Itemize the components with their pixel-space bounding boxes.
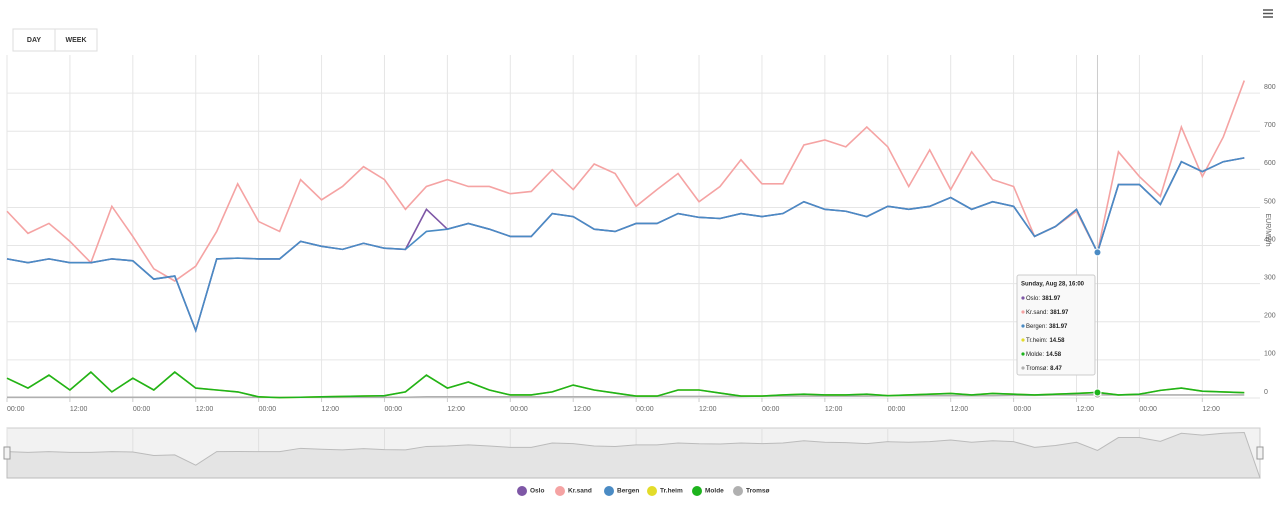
tooltip-row: Kr.sand: 381.97 <box>1026 310 1069 316</box>
legend-label[interactable]: Tromsø <box>746 488 770 495</box>
x-tick-label: 00:00 <box>384 406 402 413</box>
tooltip-title: Sunday, Aug 28, 16:00 <box>1021 282 1085 288</box>
x-tick-label: 00:00 <box>636 406 654 413</box>
tooltip-value: 14.58 <box>1046 352 1062 358</box>
legend-marker[interactable] <box>604 486 614 496</box>
tooltip-label: Oslo: <box>1026 296 1040 302</box>
range-button-label[interactable]: WEEK <box>66 37 87 44</box>
tooltip-value: 381.97 <box>1050 310 1069 316</box>
y-tick-label: 100 <box>1264 351 1276 358</box>
y-axis-title: EUR/MWh <box>1264 213 1271 246</box>
y-tick-label: 0 <box>1264 389 1268 396</box>
series-line <box>6 80 1246 282</box>
tooltip-value: 14.58 <box>1049 338 1065 344</box>
legend-label[interactable]: Tr.heim <box>660 488 683 495</box>
tooltip-row: Tr.heim: 14.58 <box>1026 338 1065 344</box>
x-tick-label: 00:00 <box>888 406 906 413</box>
navigator-handle <box>3 446 11 460</box>
x-tick-label: 00:00 <box>510 406 528 413</box>
navigator-series <box>6 431 1261 479</box>
tooltip-value: 381.97 <box>1049 324 1068 330</box>
x-tick-label: 00:00 <box>1014 406 1032 413</box>
x-tick-label: 12:00 <box>573 406 591 413</box>
tooltip-dot <box>1021 296 1025 300</box>
legend-label[interactable]: Kr.sand <box>568 488 592 495</box>
series-line <box>6 371 1245 399</box>
hover-marker <box>1093 388 1102 397</box>
x-tick-label: 00:00 <box>259 406 277 413</box>
x-tick-label: 12:00 <box>196 406 214 413</box>
tooltip-box <box>1016 274 1096 376</box>
y-tick-label: 400 <box>1264 236 1276 243</box>
x-tick-label: 00:00 <box>1139 406 1157 413</box>
x-tick-label: 12:00 <box>322 406 340 413</box>
tooltip-dot <box>1021 310 1025 314</box>
range-button[interactable] <box>54 28 98 52</box>
x-tick-label: 00:00 <box>762 406 780 413</box>
tooltip-row: Molde: 14.58 <box>1026 352 1062 358</box>
x-tick-label: 12:00 <box>699 406 717 413</box>
tooltip-label: Bergen: <box>1026 324 1047 330</box>
tooltip-dot <box>1021 338 1025 342</box>
legend-marker[interactable] <box>517 486 527 496</box>
x-tick-label: 12:00 <box>951 406 969 413</box>
x-tick-label: 12:00 <box>447 406 465 413</box>
x-tick-label: 12:00 <box>1202 406 1220 413</box>
tooltip-label: Molde: <box>1026 352 1044 358</box>
x-tick-label: 12:00 <box>70 406 88 413</box>
tooltip-row: Bergen: 381.97 <box>1026 324 1068 330</box>
tooltip-value: 8.47 <box>1050 366 1062 372</box>
legend-marker[interactable] <box>555 486 565 496</box>
range-button-label[interactable]: DAY <box>27 37 41 44</box>
x-tick-label: 00:00 <box>133 406 151 413</box>
legend-label[interactable]: Oslo <box>530 488 544 495</box>
y-tick-label: 800 <box>1264 84 1276 91</box>
series-line <box>6 157 1245 334</box>
tooltip-row: Tromsø: 8.47 <box>1026 366 1062 372</box>
tooltip-label: Tr.heim: <box>1026 338 1048 344</box>
legend-marker[interactable] <box>733 486 743 496</box>
y-tick-label: 700 <box>1264 122 1276 129</box>
legend-label[interactable]: Molde <box>705 488 724 495</box>
x-tick-label: 12:00 <box>1077 406 1095 413</box>
tooltip-label: Tromsø: <box>1026 366 1048 372</box>
legend-marker[interactable] <box>647 486 657 496</box>
tooltip-label: Kr.sand: <box>1026 310 1048 316</box>
tooltip-row: Oslo: 381.97 <box>1026 296 1061 302</box>
x-tick-label: 00:00 <box>7 406 25 413</box>
tooltip-dot <box>1021 324 1025 328</box>
tooltip-dot <box>1021 366 1025 370</box>
tooltip-value: 381.97 <box>1042 296 1061 302</box>
tooltip-dot <box>1021 352 1025 356</box>
legend-marker[interactable] <box>692 486 702 496</box>
navigator-handle <box>1256 446 1264 460</box>
y-tick-label: 500 <box>1264 198 1276 205</box>
y-tick-label: 300 <box>1264 275 1276 282</box>
y-tick-label: 600 <box>1264 160 1276 167</box>
x-tick-label: 12:00 <box>825 406 843 413</box>
hover-marker <box>1093 248 1102 257</box>
menu-icon[interactable] <box>1263 9 1273 18</box>
y-tick-label: 200 <box>1264 313 1276 320</box>
legend-label[interactable]: Bergen <box>617 488 639 495</box>
